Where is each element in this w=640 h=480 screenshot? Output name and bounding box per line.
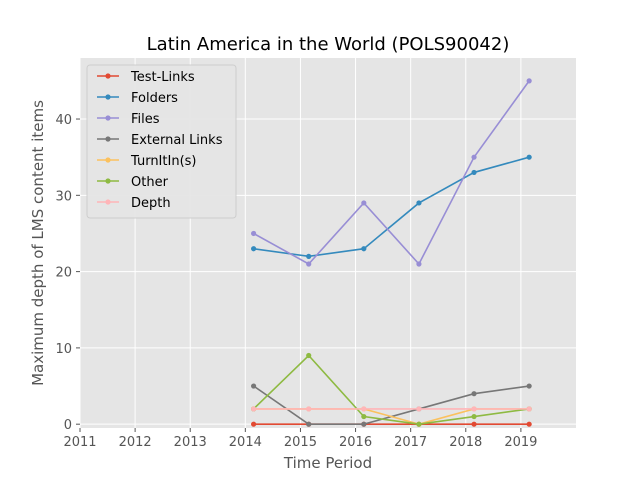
x-axis-label: Time Period <box>283 454 372 472</box>
x-tick-label: 2016 <box>339 435 372 450</box>
x-tick-label: 2013 <box>174 435 207 450</box>
legend-label-files: Files <box>131 112 160 127</box>
legend-label-external-links: External Links <box>131 133 223 148</box>
data-point-files <box>361 200 367 206</box>
data-point-depth <box>416 406 422 412</box>
y-tick-label: 20 <box>55 266 72 281</box>
legend-label-test-links: Test-Links <box>130 70 195 85</box>
data-point-depth <box>471 406 477 412</box>
data-point-folders <box>471 169 477 176</box>
data-point-external-links <box>361 421 367 427</box>
data-point-other <box>361 413 367 420</box>
series-lines <box>251 78 532 427</box>
series-line-folders <box>253 156 530 258</box>
data-point-depth <box>361 406 367 412</box>
y-tick-label: 40 <box>55 113 72 128</box>
legend-label-depth: Depth <box>131 196 171 211</box>
x-tick-label: 2019 <box>504 435 537 450</box>
x-tick-label: 2011 <box>63 435 96 450</box>
legend-marker-folders <box>105 94 111 100</box>
legend-box <box>86 64 237 219</box>
data-point-files <box>416 261 422 267</box>
chart-title: Latin America in the World (POLS90042) <box>147 34 510 55</box>
legend-marker-turnitin-s <box>105 157 111 163</box>
data-point-depth <box>526 406 532 412</box>
legend-marker-depth <box>105 199 111 205</box>
data-point-test-links <box>251 421 257 427</box>
data-point-folders <box>361 246 367 252</box>
data-point-files <box>526 78 532 84</box>
data-point-depth <box>306 406 312 412</box>
axis-ticks: 2011 2012 2013 2014 2015 2016 2017 2018 2019 0 10 2… <box>55 113 537 450</box>
legend-label-turnitin-s: TurnItIn(s) <box>130 154 196 169</box>
x-tick-label: 2015 <box>284 435 317 450</box>
legend-marker-external-links <box>105 136 111 142</box>
y-tick-label: 30 <box>55 189 72 204</box>
data-point-external-links <box>251 383 257 389</box>
data-point-files <box>471 154 477 160</box>
data-point-external-links <box>471 391 477 397</box>
legend-label-other: Other <box>131 175 169 190</box>
y-tick-label: 0 <box>64 418 72 433</box>
series-line-files <box>253 80 530 266</box>
legend-marker-files <box>105 115 111 121</box>
data-point-external-links <box>306 421 312 427</box>
legend-marker-other <box>105 178 111 184</box>
data-point-other <box>306 352 312 359</box>
data-point-folders <box>526 154 532 160</box>
data-point-folders <box>251 246 257 252</box>
x-tick-label: 2014 <box>229 435 262 450</box>
data-point-files <box>251 230 257 237</box>
data-point-other <box>416 421 422 427</box>
data-point-depth <box>251 406 257 412</box>
data-point-files <box>306 261 312 267</box>
data-point-test-links <box>526 421 532 427</box>
legend: Test-Links Folders Files External Links Turn… <box>86 64 237 219</box>
x-tick-label: 2012 <box>119 435 152 450</box>
legend-label-folders: Folders <box>131 91 178 106</box>
x-tick-label: 2018 <box>449 435 482 450</box>
series-line-other <box>253 354 530 425</box>
data-point-other <box>471 413 477 420</box>
data-point-external-links <box>526 383 532 389</box>
data-point-test-links <box>471 421 477 427</box>
y-axis-label: Maximum depth of LMS content items <box>29 100 47 386</box>
legend-marker-test-links <box>105 73 111 79</box>
data-point-folders <box>416 200 422 206</box>
y-tick-label: 10 <box>55 342 72 357</box>
x-tick-label: 2017 <box>394 435 427 450</box>
data-point-folders <box>306 253 312 259</box>
